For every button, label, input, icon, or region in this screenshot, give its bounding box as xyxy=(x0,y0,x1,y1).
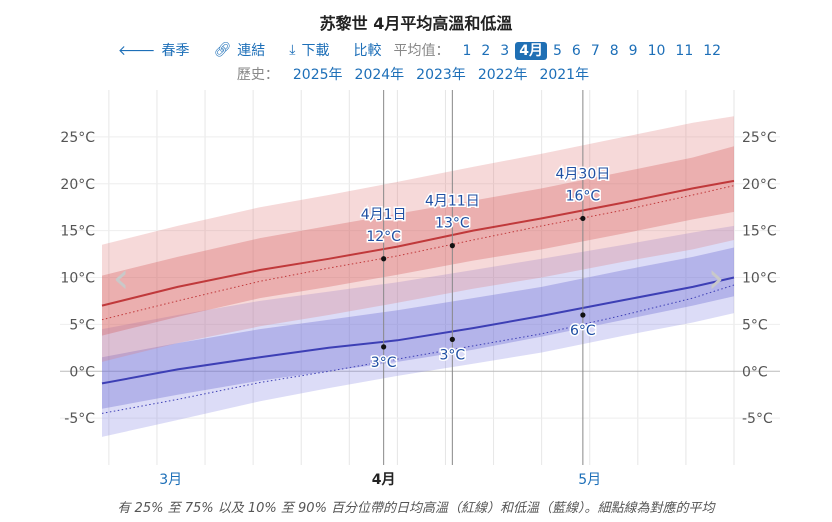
y-tick-label-right: 25°C xyxy=(742,130,777,146)
annotation-value: 16°C xyxy=(566,188,601,204)
y-tick-label-right: 10°C xyxy=(742,271,777,287)
month-option[interactable]: 2 xyxy=(481,43,491,59)
annotations: 4月1日 12°C 4月11日 13°C 4月30日 16°C 3°C 3°C 6°C xyxy=(359,90,612,465)
annotation-dot xyxy=(580,215,586,222)
year-link[interactable]: 2023年 xyxy=(416,67,466,83)
month-option[interactable]: 10 xyxy=(647,43,666,59)
month-selector: 1 2 3 4月 5 6 7 8 9 10 11 12 xyxy=(457,40,726,60)
annotation-value: 13°C xyxy=(435,216,470,232)
history-label: 歷史： xyxy=(236,67,279,83)
low-band-25-75 xyxy=(102,247,734,409)
high-band-10-90 xyxy=(102,116,734,362)
temperature-chart: -5°C -5°C 0°C 0°C 5°C 5°C 10°C 10°C 15°C 15°C 20°C… xyxy=(60,90,780,488)
month-option[interactable]: 8 xyxy=(609,43,619,59)
y-tick-label-left: 20°C xyxy=(60,177,95,193)
prev-season-link[interactable]: 🡐 春季 xyxy=(118,40,190,60)
annotation-dot xyxy=(580,312,586,318)
annotation-value: 6°C xyxy=(570,323,596,339)
y-tick-label-right: 15°C xyxy=(742,224,777,240)
month-option[interactable]: 7 xyxy=(590,43,600,59)
link-icon: 🔗︎ xyxy=(213,42,232,58)
annotation-date: 4月1日 xyxy=(361,207,407,223)
x-month-label: 4月 xyxy=(372,472,396,488)
y-tick-label-left: 15°C xyxy=(60,224,95,240)
chevron-left-icon[interactable]: ‹ xyxy=(112,253,130,302)
year-link[interactable]: 2024年 xyxy=(354,67,405,83)
x-month-label: 5月 xyxy=(578,472,601,488)
chart-grid xyxy=(60,90,780,465)
year-link[interactable]: 2025年 xyxy=(292,67,343,83)
month-option[interactable]: 3 xyxy=(500,43,510,59)
temperature-lines xyxy=(101,179,735,414)
high-band-25-75 xyxy=(102,146,734,336)
average-label: 平均值： xyxy=(393,43,450,59)
month-option[interactable]: 9 xyxy=(628,43,638,59)
y-tick-label-left: -5°C xyxy=(64,411,95,427)
high-average-dotted-line xyxy=(101,185,735,321)
month-option[interactable]: 12 xyxy=(703,43,722,59)
prev-season-label: 春季 xyxy=(161,43,190,59)
chart-title: 苏黎世 4月平均高溫和低溫 xyxy=(319,14,513,33)
annotation-value: 3°C xyxy=(440,347,466,363)
year-link[interactable]: 2021年 xyxy=(539,67,590,83)
annotation-dot xyxy=(381,256,387,262)
y-tick-label-left: 0°C xyxy=(69,364,95,380)
annotation-dot xyxy=(449,243,455,249)
download-label: 下載 xyxy=(301,43,330,59)
y-tick-label-right: -5°C xyxy=(742,411,773,427)
month-option[interactable]: 6 xyxy=(571,43,581,59)
history-row: 歷史： 2025年 2024年 2023年 2022年 2021年 xyxy=(0,64,832,84)
percentile-bands xyxy=(102,116,734,437)
annotation-date: 4月11日 xyxy=(425,194,480,210)
link-button[interactable]: 🔗︎ 連結 xyxy=(213,40,265,60)
y-tick-label-right: 0°C xyxy=(742,364,768,380)
high-temperature-line xyxy=(101,179,735,307)
annotation-date: 4月30日 xyxy=(556,166,611,182)
month-option[interactable]: 11 xyxy=(675,43,694,59)
annotation-value: 12°C xyxy=(366,229,401,245)
toolbar: 🡐 春季 🔗︎ 連結 ⤓ 下載 比較 平均值： 1 2 3 4月 5 6 7 8 9 10 11 12 xyxy=(0,40,832,60)
month-option[interactable]: 5 xyxy=(552,43,562,59)
month-option[interactable]: 1 xyxy=(462,43,472,59)
y-tick-label-left: 25°C xyxy=(60,130,95,146)
download-button[interactable]: ⤓ 下載 xyxy=(289,40,329,60)
axis-ticks: -5°C -5°C 0°C 0°C 5°C 5°C 10°C 10°C 15°C 15°C 20°C… xyxy=(60,130,776,488)
annotation-dot xyxy=(381,344,387,350)
month-option[interactable]: 4月 xyxy=(515,42,547,60)
y-tick-label-right: 5°C xyxy=(742,317,768,333)
y-tick-label-left: 10°C xyxy=(60,271,95,287)
low-temperature-line xyxy=(101,276,735,385)
chart-footnote: 有 25% 至 75% 以及 10% 至 90% 百分位帶的日均高溫（紅線）和低… xyxy=(117,501,715,516)
y-tick-label-left: 5°C xyxy=(69,317,95,333)
compare-link[interactable]: 比較 xyxy=(353,43,382,59)
download-icon: ⤓ xyxy=(289,42,296,58)
x-month-label: 3月 xyxy=(159,472,182,488)
y-tick-label-right: 20°C xyxy=(742,177,777,193)
low-band-10-90 xyxy=(102,225,734,437)
year-links: 2025年 2024年 2023年 2022年 2021年 xyxy=(287,64,595,84)
link-label: 連結 xyxy=(237,43,266,59)
chevron-right-icon[interactable]: › xyxy=(707,253,725,302)
year-link[interactable]: 2022年 xyxy=(477,67,528,83)
arrow-left-icon: 🡐 xyxy=(117,42,156,59)
annotation-value: 3°C xyxy=(371,355,397,371)
annotation-dot xyxy=(449,336,455,342)
